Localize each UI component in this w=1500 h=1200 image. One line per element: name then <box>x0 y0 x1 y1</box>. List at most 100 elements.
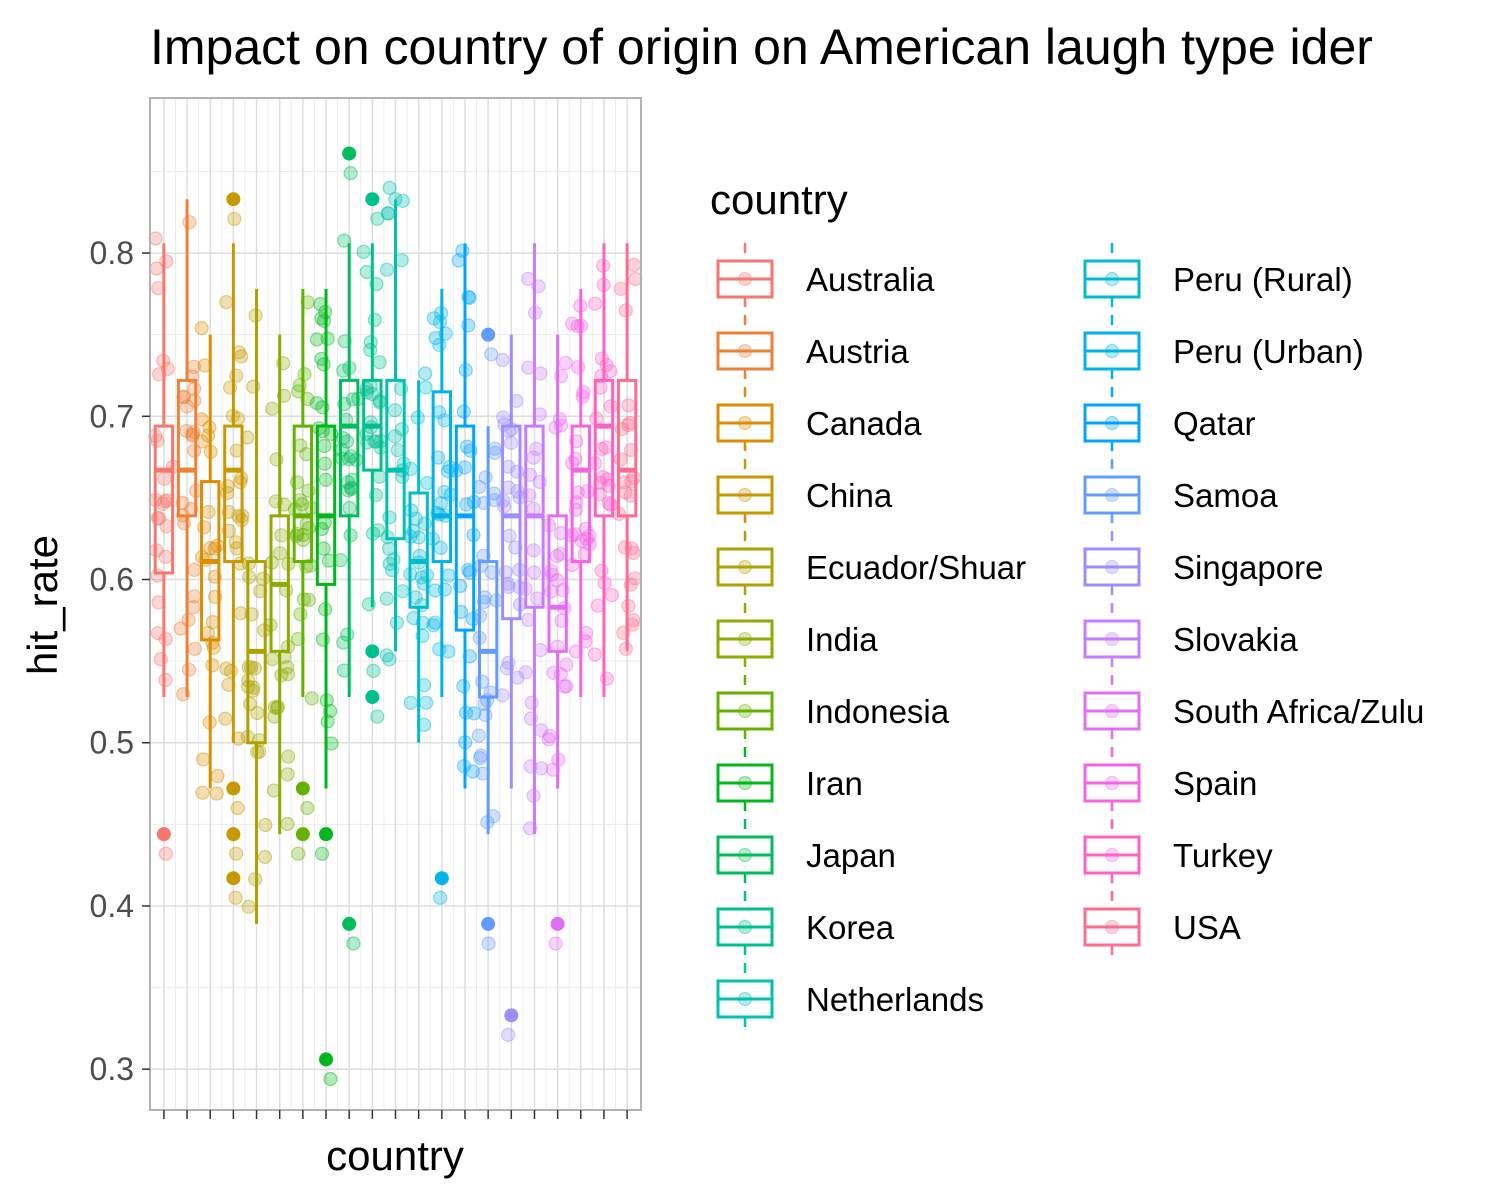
jitter-point <box>187 381 202 396</box>
y-tick-label: 0.6 <box>90 562 134 598</box>
legend-item: Netherlands <box>716 963 984 1035</box>
jitter-point <box>296 532 311 548</box>
legend-label: Qatar <box>1173 405 1256 442</box>
jitter-point <box>558 355 573 371</box>
legend-key-point <box>738 704 752 718</box>
jitter-point <box>210 768 225 784</box>
jitter-point <box>457 460 472 475</box>
box-samoa <box>477 327 499 931</box>
jitter-point <box>403 461 418 476</box>
legend-title: country <box>710 176 848 223</box>
legend-key-point <box>1105 560 1119 574</box>
jitter-point <box>317 438 332 454</box>
jitter-point <box>524 695 539 710</box>
jitter-point <box>205 614 220 630</box>
grid-major <box>150 98 641 1110</box>
jitter-point <box>345 392 360 407</box>
y-tick-label: 0.7 <box>90 398 134 434</box>
jitter-point <box>372 469 387 484</box>
jitter-point <box>229 368 244 383</box>
jitter-point <box>265 401 280 416</box>
jitter-point <box>366 663 381 679</box>
jitter-point <box>210 538 225 553</box>
jitter-point <box>314 846 330 861</box>
jitter-point <box>280 767 295 782</box>
jitter-point <box>336 431 351 446</box>
jitter-point <box>626 612 641 628</box>
jitter-point <box>603 399 618 414</box>
box-peru-rural- <box>408 380 429 743</box>
jitter-point <box>229 846 244 861</box>
box-canada <box>200 334 221 789</box>
jitter-point <box>475 674 490 689</box>
jitter-point <box>432 642 447 657</box>
jitter-point <box>181 662 197 677</box>
jitter-point <box>542 728 557 744</box>
jitter-point <box>201 504 216 520</box>
box-austria <box>176 199 198 698</box>
legend-label: Canada <box>806 405 922 442</box>
jitter-point <box>219 295 234 310</box>
jitter-point <box>274 668 289 683</box>
jitter-point <box>317 456 332 471</box>
jitter-point <box>290 475 305 490</box>
jitter-point <box>197 520 212 535</box>
jitter-point <box>187 589 202 604</box>
jitter-point <box>617 540 633 555</box>
jitter-point <box>187 443 202 458</box>
legend-key-point <box>738 920 752 934</box>
box-india <box>269 334 290 835</box>
legend-item: Singapore <box>1083 531 1323 603</box>
legend-item: Peru (Urban) <box>1083 315 1364 387</box>
jitter-point <box>256 571 271 586</box>
box-ecuador-shuar <box>246 288 267 924</box>
y-tick-label: 0.3 <box>90 1051 134 1087</box>
outlier-point <box>226 781 241 796</box>
box-iqr <box>223 424 244 564</box>
jitter-point <box>289 528 304 544</box>
outlier-point <box>319 827 334 842</box>
jitter-point <box>296 527 311 543</box>
legend-key-point <box>1105 776 1119 790</box>
legend-item: Turkey <box>1083 819 1273 891</box>
jitter-point <box>379 591 394 606</box>
jitter-point <box>234 349 249 364</box>
jitter-point <box>372 355 387 370</box>
jitter-point <box>205 658 220 673</box>
legend-item: USA <box>1083 891 1241 963</box>
jitter-point <box>309 396 324 411</box>
jitter-point <box>340 627 355 642</box>
jitter-point <box>309 332 324 347</box>
jitter-point <box>427 615 442 630</box>
outlier-point <box>365 192 380 207</box>
jitter-point <box>419 695 434 710</box>
legend-label: Turkey <box>1173 837 1273 874</box>
jitter-point <box>194 321 209 336</box>
x-axis-title: country <box>326 1132 464 1179</box>
jitter-point <box>382 180 397 195</box>
legend-item: South Africa/Zulu <box>1083 675 1424 747</box>
jitter-point <box>473 748 488 763</box>
jitter-point <box>233 475 248 490</box>
legend-item: Iran <box>716 747 863 819</box>
jitter-point <box>293 607 308 622</box>
jitter-point <box>316 541 331 556</box>
outlier-point <box>365 690 380 705</box>
jitter-point <box>496 410 511 425</box>
jitter-point <box>320 331 335 346</box>
jitter-point <box>387 429 403 444</box>
legend-item: Spain <box>1083 747 1257 819</box>
outlier-point <box>434 871 449 886</box>
legend-key-point <box>738 344 752 358</box>
jitter-point <box>267 700 282 715</box>
jitter-point <box>316 357 331 372</box>
jitter-point <box>504 435 519 450</box>
jitter-point <box>570 360 586 375</box>
y-tick-label: 0.5 <box>90 725 134 761</box>
legend-item: Austria <box>716 315 909 387</box>
plot-area <box>148 97 643 1111</box>
jitter-point <box>587 647 603 662</box>
jitter-point <box>598 440 613 455</box>
jitter-point <box>341 452 357 467</box>
outlier-point <box>504 1008 519 1023</box>
